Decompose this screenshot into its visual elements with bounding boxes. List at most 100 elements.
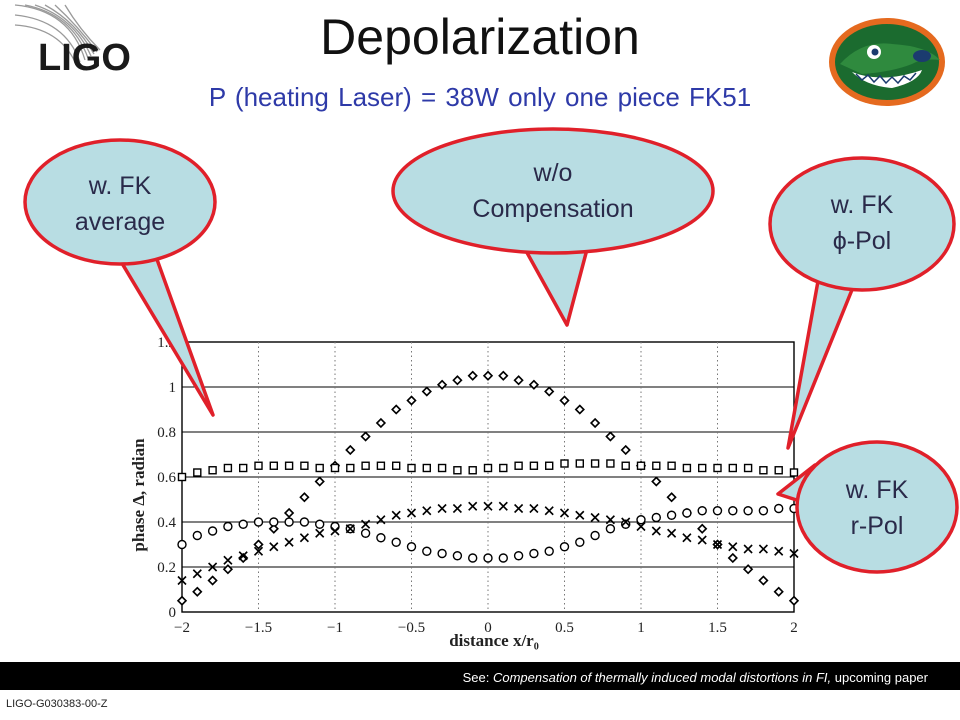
- data-point-square: [254, 461, 263, 470]
- data-point-cross: [284, 537, 294, 547]
- data-point-square: [545, 461, 554, 470]
- slide-title: Depolarization: [320, 9, 640, 65]
- data-point-circle: [422, 546, 432, 556]
- data-point-cross: [636, 521, 646, 532]
- data-point-square: [208, 466, 217, 475]
- x-tick-label: 1: [637, 620, 645, 636]
- data-point-square: [300, 461, 309, 470]
- data-point-circle: [728, 506, 738, 516]
- document-id: LIGO-G030383-00-Z: [6, 698, 108, 710]
- ligo-logo: LIGO: [10, 0, 160, 95]
- data-point-cross: [330, 526, 340, 536]
- callout-line: w. FK: [88, 172, 152, 200]
- data-point-square: [193, 468, 202, 477]
- data-point-diamond: [773, 586, 784, 597]
- data-point-circle: [452, 551, 463, 561]
- x-tick-label: 0: [484, 620, 492, 636]
- data-point-square: [759, 466, 768, 475]
- data-point-circle: [498, 553, 508, 563]
- data-point-cross: [712, 539, 723, 550]
- data-point-square: [575, 459, 584, 468]
- y-tick-label: 0.6: [157, 470, 176, 486]
- data-point-square: [437, 463, 447, 473]
- data-point-diamond: [742, 564, 754, 575]
- data-point-diamond: [544, 386, 555, 397]
- data-point-diamond: [513, 375, 524, 386]
- data-point-circle: [253, 517, 264, 527]
- data-point-cross: [361, 519, 371, 529]
- data-point-diamond: [192, 586, 203, 597]
- data-point-circle: [651, 512, 661, 523]
- data-point-diamond: [207, 575, 218, 586]
- data-point-cross: [682, 533, 692, 543]
- data-point-square: [514, 461, 523, 470]
- x-tick-label: 1.5: [708, 620, 727, 636]
- callout-text-average: w. FK average: [30, 168, 210, 241]
- callout-text-r-pol: w. FK r-Pol: [797, 472, 957, 545]
- data-point-circle: [575, 537, 585, 547]
- data-point-diamond: [727, 552, 738, 564]
- data-point-square: [269, 461, 279, 470]
- data-point-circle: [605, 524, 616, 534]
- data-point-diamond: [238, 552, 249, 564]
- data-point-circle: [529, 548, 539, 559]
- data-point-cross: [468, 501, 478, 511]
- data-point-square: [743, 463, 753, 473]
- data-point-circle: [513, 551, 524, 561]
- data-point-diamond: [467, 370, 478, 381]
- data-point-cross: [789, 548, 799, 559]
- y-tick-label: 0: [169, 605, 177, 621]
- data-point-cross: [391, 510, 401, 520]
- data-point-square: [223, 463, 233, 473]
- data-point-diamond: [651, 476, 662, 487]
- data-point-diamond: [406, 395, 417, 406]
- data-point-circle: [192, 530, 203, 541]
- data-point-circle: [590, 530, 600, 541]
- callout-tail-phi-pol: [786, 268, 862, 450]
- data-point-cross: [590, 512, 600, 523]
- data-point-circle: [621, 519, 631, 529]
- data-point-square: [728, 463, 737, 473]
- data-point-diamond: [176, 595, 188, 606]
- data-point-square: [315, 463, 324, 473]
- data-point-diamond: [666, 492, 677, 503]
- data-point-circle: [544, 546, 554, 556]
- footer-prefix: See:: [462, 670, 493, 685]
- data-point-diamond: [436, 379, 448, 390]
- data-point-diamond: [360, 431, 371, 442]
- data-point-cross: [758, 544, 768, 554]
- data-point-cross: [345, 524, 355, 534]
- data-point-square: [238, 463, 248, 473]
- data-point-circle: [360, 528, 371, 538]
- data-point-cross: [651, 526, 661, 536]
- data-point-circle: [314, 519, 325, 529]
- data-point-diamond: [559, 395, 570, 406]
- chart-marks: [176, 370, 800, 606]
- data-point-cross: [238, 551, 248, 561]
- data-point-diamond: [758, 575, 769, 586]
- data-point-diamond: [375, 417, 387, 429]
- callout-text-phi-pol: w. FK ϕ-Pol: [772, 187, 952, 260]
- data-point-diamond: [697, 523, 708, 534]
- data-point-cross: [667, 528, 677, 538]
- data-point-cross: [406, 508, 417, 518]
- data-point-cross: [437, 503, 447, 514]
- x-tick-label: −1.5: [245, 620, 272, 636]
- phase-chart: 00.20.40.60.811.2−2 −1.5 −1 −0.5 0 0.5 1 1.5 2 p…: [130, 335, 800, 650]
- data-point-diamond: [589, 417, 601, 429]
- data-point-square: [376, 461, 386, 470]
- data-point-cross: [621, 517, 631, 527]
- data-point-square: [636, 461, 646, 470]
- slide-subtitle: P (heating Laser) = 38W only one piece F…: [208, 82, 752, 112]
- data-point-cross: [315, 528, 325, 538]
- y-tick-label: 0.8: [157, 425, 176, 441]
- data-point-cross: [529, 503, 539, 514]
- x-tick-label: 0.5: [555, 620, 574, 636]
- data-point-square: [713, 463, 722, 473]
- series-cross: [177, 501, 799, 586]
- callout-line: average: [74, 208, 166, 237]
- data-point-diamond: [620, 444, 631, 456]
- data-point-square: [407, 463, 416, 473]
- data-point-square: [560, 459, 569, 468]
- data-point-cross: [483, 501, 493, 511]
